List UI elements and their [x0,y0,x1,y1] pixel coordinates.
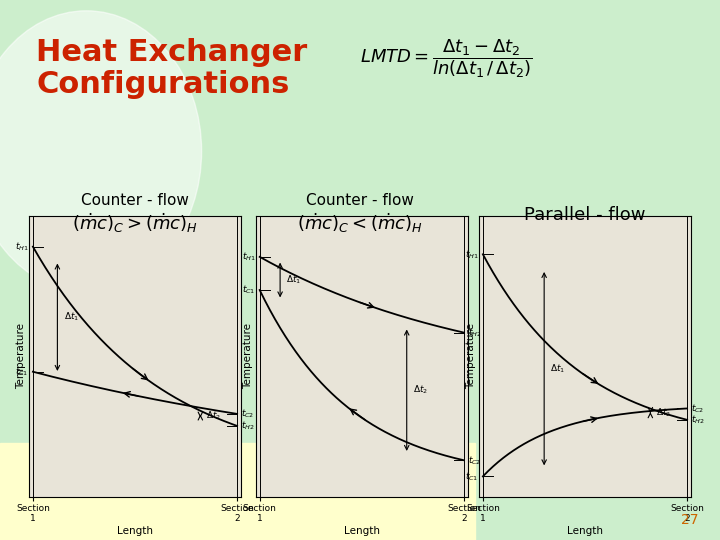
Bar [0,443,252,540]
X-axis label: Length: Length [344,526,380,536]
Text: $\Delta t_2$: $\Delta t_2$ [207,410,222,422]
Y-axis label: Temperature: Temperature [466,323,476,389]
X-axis label: Length: Length [117,526,153,536]
Text: $t_{H2}$: $t_{H2}$ [468,326,482,339]
Text: $\Delta t_1$: $\Delta t_1$ [63,311,78,323]
Text: Parallel - flow: Parallel - flow [524,206,645,224]
Text: $\Delta t_1$: $\Delta t_1$ [550,362,565,375]
Text: $t_{C2}$: $t_{C2}$ [468,454,482,467]
Text: $(\dot{m}c)_C > (\dot{m}c)_H$: $(\dot{m}c)_C > (\dot{m}c)_H$ [72,212,197,235]
Text: $\Delta t_2$: $\Delta t_2$ [657,407,672,419]
Text: $t_{H1}$: $t_{H1}$ [242,251,256,263]
Y-axis label: Temperature: Temperature [16,323,26,389]
Text: 27: 27 [681,512,698,526]
Text: $t_{H1}$: $t_{H1}$ [15,240,29,253]
Text: $\Delta t_2$: $\Delta t_2$ [413,384,428,396]
Text: Heat Exchanger
Configurations: Heat Exchanger Configurations [36,38,307,99]
Text: $t_{C1}$: $t_{C1}$ [15,366,29,378]
Y-axis label: Temperature: Temperature [243,323,253,389]
Text: $t_{C1}$: $t_{C1}$ [242,284,256,296]
Ellipse shape [0,11,202,292]
Text: Counter - flow: Counter - flow [81,193,189,208]
Text: $t_{H2}$: $t_{H2}$ [691,414,705,426]
Text: $t_{H2}$: $t_{H2}$ [241,420,255,432]
Text: $(\dot{m}c)_C < (\dot{m}c)_H$: $(\dot{m}c)_C < (\dot{m}c)_H$ [297,212,423,235]
Text: $t_{H1}$: $t_{H1}$ [465,248,479,260]
Text: $t_{C1}$: $t_{C1}$ [465,470,479,483]
Text: Counter - flow: Counter - flow [306,193,414,208]
Text: $\mathit{LMTD} = \dfrac{\Delta t_1 - \Delta t_2}{\mathit{ln}(\Delta t_1\,/\,\Del: $\mathit{LMTD} = \dfrac{\Delta t_1 - \De… [360,38,533,80]
Text: $t_{C2}$: $t_{C2}$ [691,402,705,415]
Text: $\Delta t_1$: $\Delta t_1$ [287,274,302,286]
Text: $t_{C2}$: $t_{C2}$ [241,408,255,420]
X-axis label: Length: Length [567,526,603,536]
Bar [252,443,475,540]
